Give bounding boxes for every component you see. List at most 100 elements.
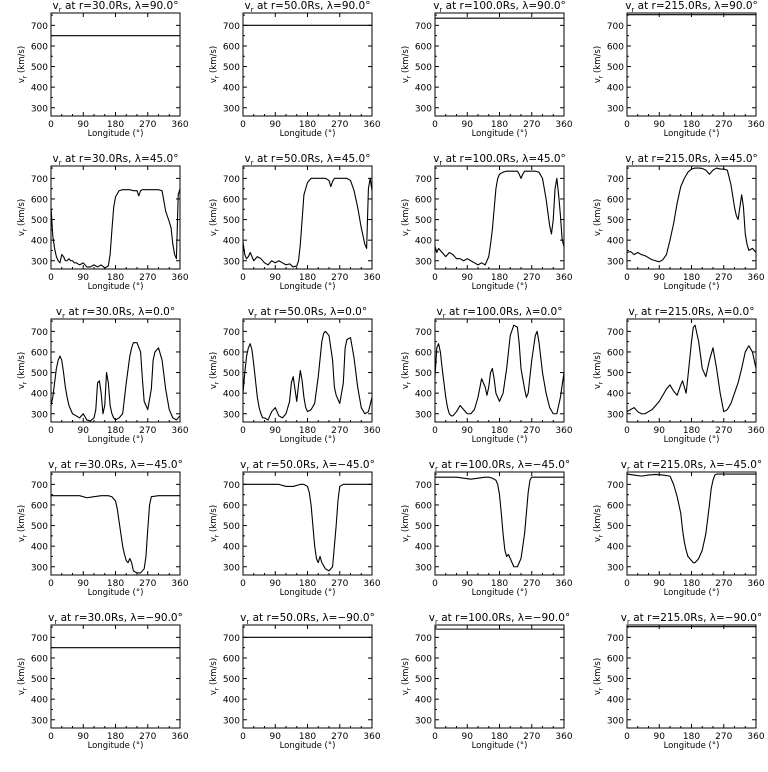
y-tick-label: 400	[223, 543, 240, 553]
x-tick-label: 90	[270, 426, 282, 436]
title-v: v	[625, 153, 631, 165]
x-tick-label: 360	[171, 579, 188, 589]
series-line	[50, 188, 181, 269]
y-tick-label: 500	[31, 63, 48, 73]
y-label-v: v	[401, 690, 411, 695]
y-tick-label: 400	[223, 237, 240, 247]
title-sub: r	[54, 618, 57, 626]
y-tick-label: 300	[415, 716, 432, 726]
y-tick-label: 400	[415, 696, 432, 706]
x-tick-label: 0	[48, 579, 54, 589]
panel-r1-c3: vr at r=215.0Rs, λ=45.0°0 90 180 270 3603004…	[593, 153, 765, 292]
series-line	[626, 473, 756, 564]
title-v: v	[240, 459, 246, 471]
x-tick-label: 270	[715, 426, 732, 436]
y-label-sub: r	[406, 228, 413, 231]
y-tick-label: 400	[31, 696, 48, 706]
y-label-rest: (km/s)	[593, 46, 603, 76]
title-sub: r	[627, 618, 630, 626]
title-v: v	[48, 612, 54, 624]
x-tick-label: 180	[683, 579, 700, 589]
y-tick-label: 300	[223, 563, 240, 573]
panel-r4-c1: vr at r=50.0Rs, λ=−90.0°0 90 180 270 3603004…	[209, 612, 381, 751]
x-axis-label: Longitude (°)	[88, 282, 144, 292]
y-tick-label: 700	[31, 481, 48, 491]
y-label-v: v	[17, 384, 27, 389]
y-axis-label: vr (km/s)	[209, 658, 221, 695]
x-tick-label: 270	[523, 273, 540, 283]
title-v: v	[433, 153, 439, 165]
y-tick-label: 600	[31, 348, 48, 358]
x-tick-label: 270	[331, 273, 348, 283]
x-tick-label: 270	[331, 426, 348, 436]
y-axis-label: vr (km/s)	[17, 46, 29, 83]
title-rest: at r=30.0Rs, λ=45.0°	[62, 153, 179, 165]
y-label-rest: (km/s)	[401, 352, 411, 382]
y-label-rest: (km/s)	[209, 46, 219, 76]
title-sub: r	[246, 618, 249, 626]
y-label-v: v	[17, 78, 27, 83]
x-tick-label: 90	[78, 120, 90, 130]
panel-r0-c3: vr at r=215.0Rs, λ=90.0°0 90 180 270 3603004…	[593, 0, 765, 139]
y-tick-label: 400	[607, 696, 624, 706]
x-tick-label: 90	[654, 273, 666, 283]
panel-title: vr at r=215.0Rs, λ=0.0°	[629, 306, 755, 320]
y-tick-label: 400	[31, 84, 48, 94]
x-tick-label: 360	[171, 732, 188, 742]
panel-title: vr at r=100.0Rs, λ=45.0°	[433, 153, 566, 167]
x-axis-label: Longitude (°)	[88, 435, 144, 445]
title-sub: r	[59, 159, 62, 167]
x-tick-label: 0	[240, 579, 246, 589]
y-tick-label: 600	[415, 654, 432, 664]
y-tick-label: 700	[415, 22, 432, 32]
y-tick-label: 400	[31, 237, 48, 247]
x-tick-label: 90	[78, 273, 90, 283]
y-label-v: v	[209, 231, 219, 236]
panel-r0-c2: vr at r=100.0Rs, λ=90.0°0 90 180 270 3603004…	[401, 0, 573, 139]
plot-frame	[434, 318, 565, 423]
panel-title: vr at r=50.0Rs, λ=−45.0°	[240, 459, 375, 473]
x-tick-label: 0	[624, 426, 630, 436]
panel-title: vr at r=30.0Rs, λ=−90.0°	[48, 612, 183, 626]
y-tick-label: 400	[415, 543, 432, 553]
plot-frame	[50, 12, 181, 117]
y-tick-label: 300	[607, 104, 624, 114]
title-sub: r	[54, 465, 57, 473]
panel-r4-c0: vr at r=30.0Rs, λ=−90.0°0 90 180 270 3603004…	[17, 612, 189, 751]
title-rest: at r=215.0Rs, λ=90.0°	[634, 0, 757, 12]
y-tick-label: 300	[31, 104, 48, 114]
panel-r1-c1: vr at r=50.0Rs, λ=45.0°0 90 180 270 36030040…	[209, 153, 381, 292]
y-label-rest: (km/s)	[209, 505, 219, 535]
x-axis-label: Longitude (°)	[472, 435, 528, 445]
x-tick-label: 90	[654, 732, 666, 742]
x-axis-label: Longitude (°)	[88, 129, 144, 139]
x-tick-label: 270	[331, 579, 348, 589]
x-tick-label: 180	[299, 732, 316, 742]
y-tick-label: 700	[223, 328, 240, 338]
title-sub: r	[631, 6, 634, 14]
panel-r4-c3: vr at r=215.0Rs, λ=−90.0°0 90 180 270 360300…	[593, 612, 765, 751]
x-axis-label: Longitude (°)	[280, 282, 336, 292]
y-tick-label: 500	[223, 63, 240, 73]
panel-r1-c2: vr at r=100.0Rs, λ=45.0°0 90 180 270 3603004…	[401, 153, 573, 292]
y-label-v: v	[593, 231, 603, 236]
x-tick-label: 90	[462, 273, 474, 283]
x-tick-label: 90	[78, 579, 90, 589]
y-axis-label: vr (km/s)	[209, 46, 221, 83]
y-tick-label: 400	[607, 237, 624, 247]
x-tick-label: 0	[432, 273, 438, 283]
y-label-v: v	[17, 690, 27, 695]
panel-r3-c1: vr at r=50.0Rs, λ=−45.0°0 90 180 270 3603004…	[209, 459, 381, 598]
title-v: v	[53, 0, 59, 12]
title-sub: r	[435, 465, 438, 473]
y-tick-label: 400	[415, 84, 432, 94]
title-rest: at r=30.0Rs, λ=0.0°	[65, 306, 175, 318]
x-tick-label: 0	[240, 120, 246, 130]
series-line	[51, 495, 180, 574]
x-tick-label: 360	[555, 273, 572, 283]
x-tick-label: 180	[491, 732, 508, 742]
x-axis-label: Longitude (°)	[472, 741, 528, 751]
y-tick-label: 300	[223, 410, 240, 420]
title-rest: at r=30.0Rs, λ=90.0°	[62, 0, 179, 12]
